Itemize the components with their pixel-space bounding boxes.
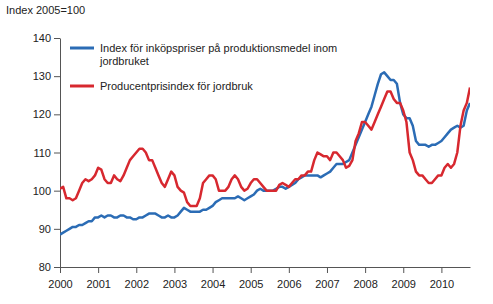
y-tick: 90 <box>39 223 60 235</box>
y-tick: 100 <box>33 185 60 197</box>
chart: Index 2005=10080901001101201301402000200… <box>0 0 493 304</box>
y-tick-mark <box>54 114 60 115</box>
x-tick: 2007 <box>315 267 339 290</box>
x-tick: 2002 <box>125 267 149 290</box>
y-tick-mark <box>54 229 60 230</box>
legend-swatch <box>70 47 94 50</box>
x-tick: 2004 <box>201 267 225 290</box>
x-tick-label: 2000 <box>48 278 72 290</box>
plot-lines <box>60 72 470 234</box>
x-tick: 2008 <box>353 267 377 290</box>
x-tick-label: 2007 <box>315 278 339 290</box>
y-tick: 120 <box>33 108 60 120</box>
y-tick-mark <box>54 38 60 39</box>
x-tick: 2010 <box>430 267 454 290</box>
x-tick: 2009 <box>392 267 416 290</box>
legend: Index för inköpspriser på produktionsmed… <box>70 42 337 92</box>
y-axis: 80 90 100 110 120 130 140 <box>33 32 61 273</box>
x-tick-mark <box>213 267 214 273</box>
x-tick: 2000 <box>48 267 72 290</box>
x-tick-label: 2002 <box>125 278 149 290</box>
x-tick: 2003 <box>163 267 187 290</box>
y-tick-label: 120 <box>33 108 51 120</box>
x-tick-mark <box>251 267 252 273</box>
x-tick-label: 2008 <box>353 278 377 290</box>
y-tick-mark <box>54 191 60 192</box>
series-line <box>60 88 470 206</box>
legend-label: Index för inköpspriser på produktionsmed… <box>99 42 337 67</box>
x-tick: 2005 <box>239 267 263 290</box>
legend-label: Producentprisindex för jordbruk <box>100 80 253 92</box>
y-tick-mark <box>54 267 60 268</box>
y-tick-label: 110 <box>33 147 51 159</box>
y-axis-title: Index 2005=100 <box>6 4 85 16</box>
y-tick-mark <box>54 76 60 77</box>
x-tick-mark <box>327 267 328 273</box>
x-tick-mark <box>441 267 442 273</box>
x-tick-label: 2009 <box>392 278 416 290</box>
x-axis: 2000 2001 2002 2003 2004 2005 2006 2007 2008 2009… <box>48 267 470 290</box>
x-tick-mark <box>174 267 175 273</box>
x-tick-mark <box>98 267 99 273</box>
x-tick-mark <box>403 267 404 273</box>
y-tick: 110 <box>33 147 60 159</box>
x-tick: 2006 <box>277 267 301 290</box>
y-tick-label: 100 <box>33 185 51 197</box>
y-tick-label: 140 <box>33 32 51 44</box>
y-tick: 140 <box>33 32 60 44</box>
x-tick-label: 2005 <box>239 278 263 290</box>
x-tick-mark <box>365 267 366 273</box>
y-tick: 130 <box>33 70 60 82</box>
x-tick-label: 2001 <box>86 278 110 290</box>
y-tick-label: 80 <box>39 261 51 273</box>
x-tick-label: 2010 <box>430 278 454 290</box>
y-tick-label: 90 <box>39 223 51 235</box>
x-axis-line <box>61 267 471 268</box>
x-tick-label: 2003 <box>163 278 187 290</box>
x-tick-label: 2006 <box>277 278 301 290</box>
x-tick-label: 2004 <box>201 278 225 290</box>
series-line <box>60 72 470 234</box>
x-tick-mark <box>136 267 137 273</box>
x-tick-mark <box>289 267 290 273</box>
x-tick: 2001 <box>86 267 110 290</box>
y-tick-mark <box>54 153 60 154</box>
x-tick-mark <box>60 267 61 273</box>
legend-swatch <box>70 85 94 88</box>
y-tick-label: 130 <box>33 70 51 82</box>
y-tick: 80 <box>39 261 60 273</box>
